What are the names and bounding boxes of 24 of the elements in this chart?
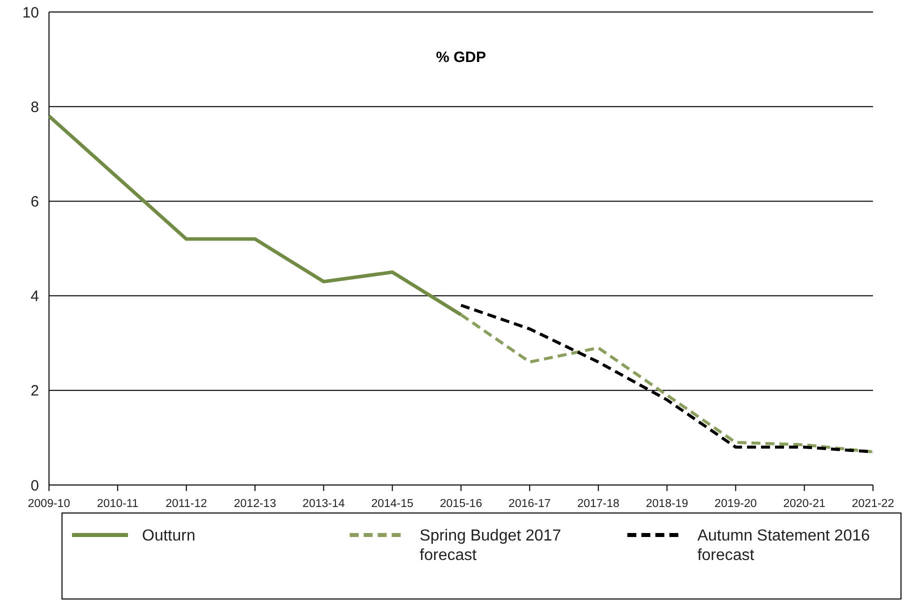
line-series bbox=[47, 114, 463, 316]
x-tick-label: 2019-20 bbox=[714, 498, 757, 510]
y-tick-label: 0 bbox=[30, 477, 39, 494]
x-tick-label: 2010-11 bbox=[96, 498, 138, 510]
x-tick-label: 2018-19 bbox=[646, 498, 688, 510]
y-tick-label: 10 bbox=[22, 4, 39, 22]
y-tick-label: 4 bbox=[30, 288, 39, 306]
legend-label: Outturn bbox=[142, 528, 196, 545]
y-tick-label: 8 bbox=[30, 98, 39, 116]
x-tick-label: 2012-13 bbox=[234, 498, 276, 510]
x-tick-label: 2013-14 bbox=[302, 498, 346, 510]
x-tick-label: 2015-16 bbox=[440, 498, 482, 510]
y-tick-label: 2 bbox=[30, 382, 39, 400]
x-tick-label: 2016-17 bbox=[508, 498, 551, 510]
x-tick-label: 2014-15 bbox=[371, 498, 414, 510]
text: % GDP bbox=[436, 49, 486, 66]
legend-label: Autumn Statement 2016 forecast bbox=[697, 528, 870, 564]
legend-label: Spring Budget 2017 forecast bbox=[420, 528, 562, 564]
x-tick-label: 2021-22 bbox=[852, 498, 894, 510]
x-tick-label: 2020-21 bbox=[783, 498, 826, 510]
x-tick-label: 2011-12 bbox=[166, 498, 208, 510]
x-tick-label: 2017-18 bbox=[577, 498, 620, 510]
y-tick-label: 6 bbox=[30, 193, 39, 210]
x-tick-label: 2009-10 bbox=[28, 498, 70, 510]
